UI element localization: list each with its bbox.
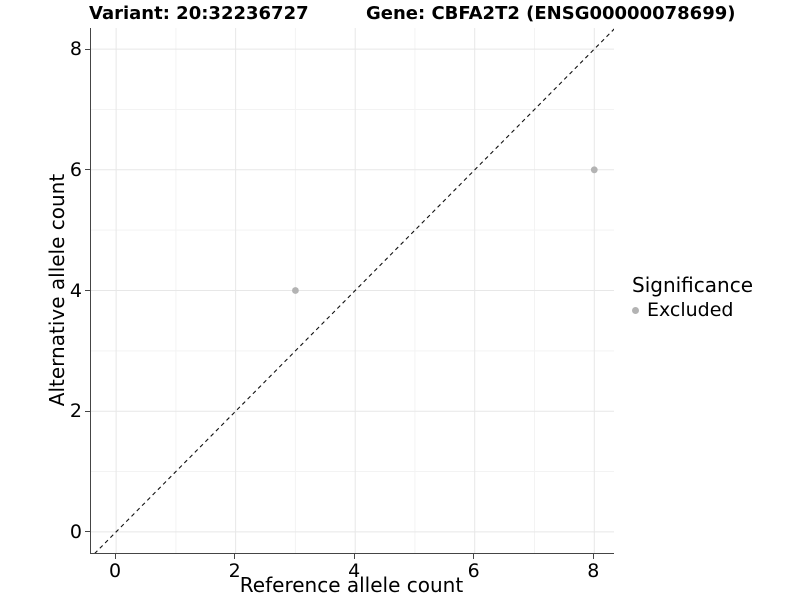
legend-title: Significance (632, 273, 754, 297)
x-tick-label: 0 (109, 560, 122, 582)
legend: Significance Excluded (632, 273, 753, 321)
y-axis-title: Alternative allele count (45, 173, 69, 407)
x-axis-tick (114, 554, 116, 559)
plot-panel (90, 28, 614, 554)
y-axis-tick (85, 48, 90, 50)
y-axis-tick (85, 290, 90, 291)
variant-title: Variant: 20:32236727 (89, 3, 309, 24)
y-tick-label: 2 (69, 400, 82, 423)
y-tick-label: 0 (69, 520, 82, 543)
y-axis-tick (85, 169, 90, 171)
x-axis-tick (234, 554, 236, 559)
identity-line (94, 28, 614, 553)
y-tick-label: 6 (69, 158, 82, 181)
x-tick-label: 6 (467, 560, 480, 582)
x-axis-tick (353, 554, 355, 559)
x-tick-label: 8 (587, 560, 600, 582)
x-tick-label: 4 (348, 560, 361, 582)
data-point (292, 287, 299, 294)
y-tick-label: 4 (69, 279, 82, 302)
y-axis-tick (85, 410, 90, 412)
legend-key-dot-icon (632, 306, 639, 314)
plot-canvas (91, 28, 614, 553)
legend-item: Excluded (632, 299, 753, 321)
x-axis-title: Reference allele count (239, 573, 464, 597)
y-tick-label: 8 (69, 38, 82, 61)
x-tick-label: 2 (228, 560, 241, 582)
legend-item-label: Excluded (647, 299, 734, 321)
x-axis-tick (592, 554, 594, 559)
data-point (590, 166, 598, 174)
gene-title: Gene: CBFA2T2 (ENSG00000078699) (366, 3, 736, 24)
y-axis-tick (85, 531, 90, 533)
legend-items: Excluded (632, 299, 753, 321)
x-axis-tick (473, 554, 475, 559)
